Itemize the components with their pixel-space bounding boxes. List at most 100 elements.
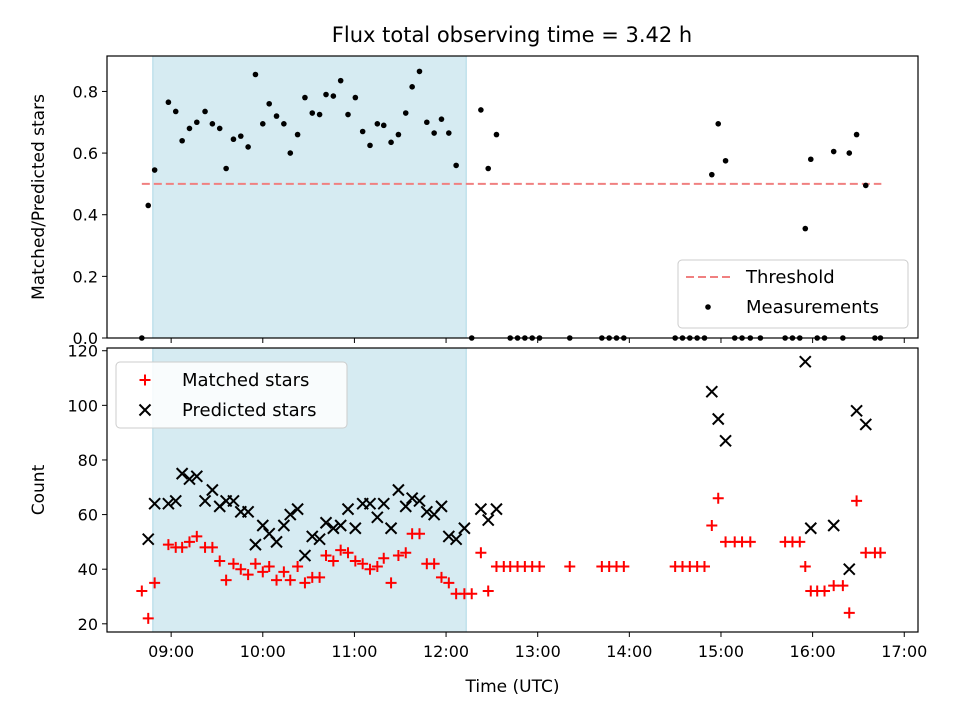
matched-point	[183, 536, 195, 548]
predicted-point	[349, 522, 362, 535]
predicted-point	[277, 519, 291, 532]
predicted-point	[198, 494, 212, 508]
y-axis-label: Matched/Predicted stars	[29, 94, 49, 300]
measurement-point	[186, 125, 193, 132]
predicted-point	[249, 538, 262, 551]
measurement-point	[424, 119, 430, 126]
matched-point	[214, 555, 226, 567]
matched-point	[371, 560, 383, 572]
measurement-point	[830, 148, 837, 155]
matched-point	[443, 577, 455, 589]
matched-point	[428, 558, 440, 570]
matched-point	[349, 555, 361, 567]
legend-predicted-label: Predicted stars	[182, 400, 316, 421]
x-tick-label: 11:00	[331, 642, 377, 661]
matched-point	[534, 560, 546, 572]
series-matched-stars	[136, 492, 886, 624]
matched-point	[392, 550, 404, 562]
y-tick-label: 100	[67, 396, 98, 415]
measurement-point	[230, 136, 237, 143]
matched-point	[618, 560, 630, 572]
matched-point	[314, 571, 326, 583]
predicted-point	[319, 516, 333, 529]
matched-point	[342, 547, 354, 559]
top-panel-ratio: 0.0 0.2 0.4 0.6 0.8 Matched/Predicted stars Th…	[29, 55, 919, 348]
predicted-point	[206, 483, 219, 497]
predicted-point	[190, 470, 204, 483]
measurement-point	[722, 157, 729, 164]
predicted-point	[298, 549, 312, 562]
matched-point	[378, 552, 390, 564]
predicted-point	[148, 497, 161, 510]
legend-box	[677, 259, 909, 329]
measurement-point	[409, 84, 415, 90]
matched-point	[466, 588, 478, 600]
measurement-point	[453, 162, 459, 169]
predicted-point	[313, 532, 326, 546]
measurement-point	[281, 121, 287, 127]
predicted-point	[442, 530, 456, 543]
measurement-point	[807, 156, 814, 163]
predicted-point	[327, 522, 340, 535]
predicted-point	[405, 491, 419, 505]
matched-point	[357, 558, 369, 570]
predicted-point	[377, 497, 390, 510]
predicted-point	[341, 502, 355, 516]
matched-point	[706, 520, 718, 531]
matched-point	[744, 536, 756, 548]
predicted-point	[435, 500, 448, 513]
legend: Matched stars Predicted stars	[115, 361, 348, 429]
predicted-point	[850, 404, 863, 418]
predicted-point	[413, 494, 426, 508]
legend-threshold-label: Threshold	[745, 267, 835, 288]
predicted-point	[859, 418, 872, 431]
predicted-point	[183, 472, 196, 486]
predicted-point	[334, 519, 347, 532]
measurement-point	[172, 108, 179, 115]
predicted-point	[256, 519, 269, 532]
predicted-point	[458, 522, 471, 535]
predicted-point	[490, 502, 503, 516]
matched-point	[249, 558, 261, 570]
measurement-point	[493, 131, 500, 138]
matched-point	[385, 577, 397, 589]
x-tick-label: 16:00	[790, 642, 836, 661]
matched-point	[292, 560, 304, 572]
measurement-point	[862, 182, 869, 189]
matched-point	[851, 495, 863, 507]
axes-frame	[106, 55, 919, 339]
matched-point	[327, 555, 339, 567]
predicted-point	[719, 434, 732, 448]
matched-point	[271, 574, 283, 586]
measurement-point	[374, 121, 381, 127]
measurement-point	[345, 111, 351, 118]
matched-point	[320, 550, 332, 562]
predicted-point	[306, 530, 319, 543]
y-tick-label: 0.8	[73, 82, 98, 101]
x-axis-label: Time (UTC)	[465, 677, 560, 697]
matched-point	[475, 547, 487, 559]
legend-matched-swatch	[139, 374, 151, 386]
predicted-point	[474, 502, 488, 516]
x-tick-label: 12:00	[423, 642, 469, 661]
observing-span-shade	[152, 55, 467, 339]
axes-frame	[106, 347, 919, 633]
measurement-point	[309, 110, 316, 116]
measurement-point	[846, 150, 853, 156]
predicted-point	[162, 497, 175, 510]
measurement-point	[402, 110, 409, 116]
matched-point	[364, 563, 376, 575]
matched-point	[176, 541, 188, 553]
y-tick-label: 60	[78, 506, 98, 525]
matched-point	[874, 547, 886, 559]
legend: Threshold Measurements	[677, 259, 909, 329]
measurement-point	[323, 91, 329, 98]
predicted-point	[227, 494, 240, 508]
matched-point	[263, 560, 275, 572]
legend-box	[115, 361, 348, 429]
measurement-point	[273, 113, 280, 119]
measurement-point	[352, 94, 359, 101]
measurement-point	[252, 71, 259, 78]
measurement-point	[223, 165, 229, 172]
matched-point	[400, 547, 412, 559]
